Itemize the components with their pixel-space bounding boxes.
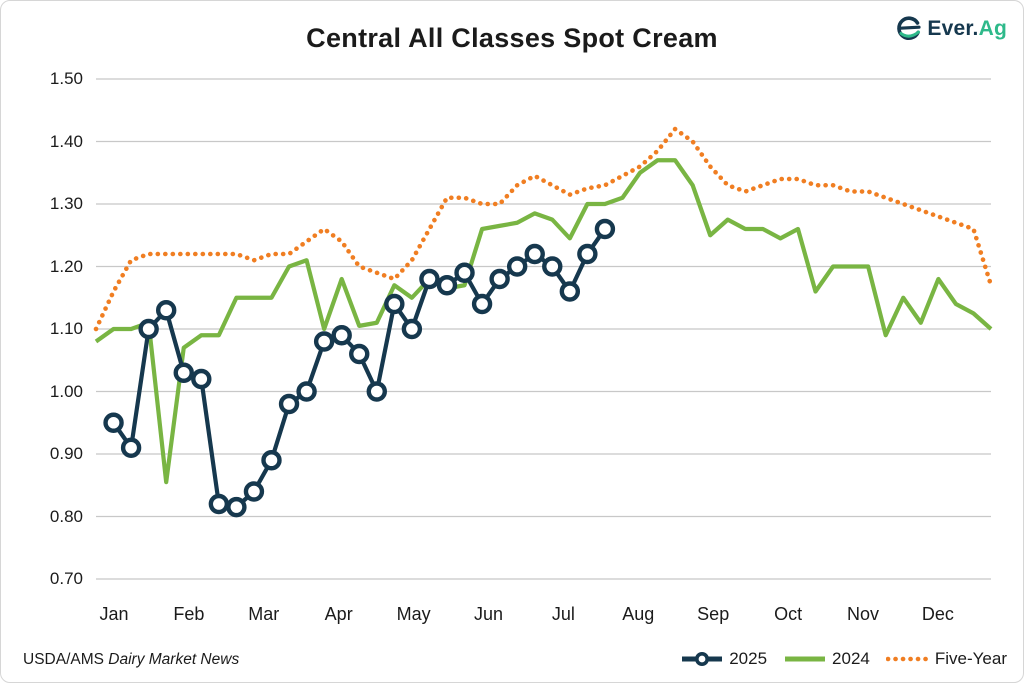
- marker-2025: [542, 256, 563, 277]
- marker-2025: [349, 343, 370, 365]
- y-axis-tick: 1.40: [49, 131, 83, 151]
- legend-item-2025: 2025: [680, 649, 767, 669]
- marker-2025: [138, 318, 159, 340]
- marker-2025: [401, 318, 423, 340]
- legend-swatch-2025: [682, 652, 723, 666]
- legend-swatch-2024: [785, 656, 826, 662]
- logo-text-ever: Ever.: [927, 16, 979, 40]
- marker-2025: [103, 412, 124, 433]
- chart-title: Central All Classes Spot Cream: [306, 23, 718, 53]
- marker-2025: [454, 262, 475, 283]
- marker-2025: [471, 293, 493, 315]
- marker-2025: [173, 362, 194, 383]
- y-axis-tick: 0.80: [49, 506, 83, 526]
- marker-2025: [278, 393, 300, 415]
- x-axis-tick: Jan: [99, 604, 129, 624]
- x-axis-tick: Aug: [622, 604, 655, 624]
- source-name: Dairy Market News: [108, 651, 240, 668]
- x-axis-tick: Apr: [324, 604, 353, 624]
- everag-logo: Ever.Ag: [896, 15, 1007, 42]
- legend-swatch-five-year: [885, 656, 930, 662]
- chart-legend: 2025 2024 Five-Year: [680, 649, 1007, 669]
- x-axis-tick: Jun: [473, 604, 504, 624]
- marker-2025: [594, 218, 616, 240]
- y-axis-tick: 1.10: [49, 319, 83, 338]
- x-axis-tick: Mar: [248, 604, 280, 624]
- x-axis-tick: Nov: [846, 604, 879, 624]
- x-axis-tick: Sep: [697, 604, 730, 624]
- y-axis-tick: 1.50: [49, 69, 83, 88]
- marker-2025: [296, 381, 317, 402]
- marker-2025: [577, 243, 598, 265]
- marker-2025: [155, 300, 177, 321]
- marker-2025: [489, 268, 510, 290]
- legend-label-2025: 2025: [729, 649, 768, 668]
- marker-2025: [384, 293, 405, 315]
- marker-2025: [313, 331, 335, 352]
- marker-2025: [436, 275, 458, 296]
- source-prefix: USDA/AMS: [23, 651, 104, 668]
- y-axis-tick: 1.30: [49, 194, 83, 213]
- marker-2025: [120, 437, 142, 458]
- source-attribution: USDA/AMS Dairy Market News: [23, 651, 239, 669]
- marker-2025: [524, 243, 545, 265]
- legend-item-2024: 2024: [783, 649, 870, 669]
- marker-2025: [208, 493, 230, 515]
- everag-logo-icon: [897, 16, 921, 40]
- y-axis-tick: 0.90: [49, 444, 83, 463]
- legend-item-five-year: Five-Year: [885, 649, 1007, 669]
- marker-2025: [261, 450, 282, 471]
- x-axis-tick: Oct: [774, 604, 803, 624]
- logo-text-ag: Ag: [978, 16, 1007, 40]
- marker-2025: [366, 381, 387, 402]
- series-line-five-year: [93, 126, 994, 332]
- marker-2025: [331, 325, 352, 346]
- y-axis-tick: 1.20: [49, 256, 83, 276]
- x-axis-tick: Jul: [551, 604, 575, 624]
- y-axis-tick: 1.00: [49, 381, 83, 401]
- legend-label-five-year: Five-Year: [934, 649, 1007, 668]
- legend-label-2024: 2024: [832, 649, 870, 668]
- marker-2025: [226, 496, 247, 518]
- marker-2025: [419, 268, 440, 290]
- y-axis-tick: 0.70: [49, 569, 83, 588]
- x-axis-tick: Dec: [921, 604, 954, 624]
- marker-2025: [506, 256, 528, 277]
- series-line-2024: [94, 158, 993, 485]
- marker-2025: [559, 281, 581, 302]
- marker-2025: [243, 481, 265, 502]
- x-axis-tick: May: [396, 604, 431, 624]
- x-axis-tick: Feb: [173, 604, 205, 624]
- marker-2025: [191, 368, 212, 390]
